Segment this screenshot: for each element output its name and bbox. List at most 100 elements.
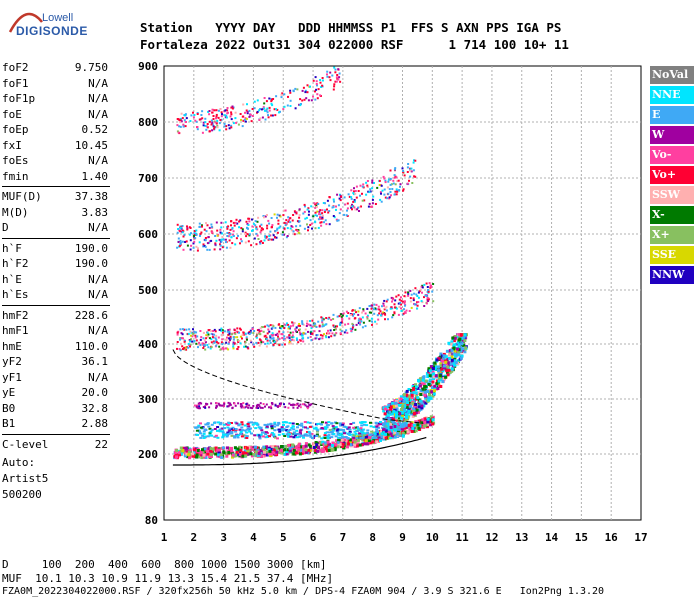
echo-dot	[447, 368, 451, 372]
echo-dot	[273, 425, 277, 428]
echo-dot	[271, 402, 274, 405]
echo-dot	[281, 343, 284, 346]
echo-dot	[343, 331, 346, 334]
echo-dot	[292, 403, 295, 406]
echo-dot	[177, 237, 180, 240]
echo-dot	[245, 403, 248, 406]
echo-dot	[414, 403, 418, 406]
echo-dot	[419, 288, 422, 291]
echo-dot	[266, 214, 268, 216]
echo-dot	[317, 446, 321, 450]
echo-dot	[183, 346, 186, 349]
echo-dot	[361, 185, 364, 188]
echo-dot	[438, 371, 442, 375]
param-label: foEp	[2, 123, 29, 136]
echo-dot	[293, 210, 296, 213]
echo-dot	[412, 423, 416, 427]
echo-dot	[339, 322, 342, 325]
echo-dot	[269, 336, 272, 339]
echo-dot	[370, 307, 373, 310]
echo-dot	[357, 319, 360, 322]
echo-dot	[179, 452, 183, 456]
echo-dot	[238, 339, 241, 342]
echo-dot	[354, 208, 357, 211]
echo-dot	[318, 213, 321, 216]
echo-dot	[259, 406, 262, 409]
echo-dot	[321, 319, 324, 322]
echo-dot	[431, 370, 435, 374]
echo-dot	[184, 125, 187, 128]
echo-dot	[310, 437, 314, 439]
echo-dot	[268, 406, 270, 409]
echo-dot	[387, 180, 390, 183]
echo-dot	[280, 427, 284, 430]
echo-dot	[309, 320, 311, 322]
echo-dot	[271, 226, 273, 229]
echo-dot	[429, 396, 433, 400]
echo-dot	[220, 226, 223, 229]
echo-dot	[343, 438, 347, 442]
echo-dot	[204, 405, 206, 408]
echo-dot	[340, 432, 343, 435]
echo-dot	[431, 367, 435, 370]
echo-dot	[383, 188, 386, 191]
echo-dot	[302, 403, 304, 406]
echo-dot	[189, 248, 192, 251]
echo-dot	[383, 412, 387, 416]
echo-dot	[355, 311, 357, 314]
echo-dot	[176, 223, 179, 226]
echo-dot	[223, 401, 226, 404]
echo-dot	[202, 331, 205, 334]
x-tick-label: 8	[369, 531, 376, 544]
echo-dot	[392, 182, 395, 185]
echo-dot	[328, 428, 332, 431]
echo-dot	[265, 425, 269, 428]
echo-dot	[199, 432, 203, 435]
echo-dot	[281, 325, 284, 328]
echo-dot	[208, 110, 211, 112]
echo-dot	[241, 334, 244, 337]
echo-dot	[219, 422, 222, 425]
echo-dot	[221, 236, 224, 238]
echo-dot	[380, 200, 383, 203]
echo-dot	[299, 104, 302, 107]
echo-dot	[245, 446, 249, 450]
echo-dot	[362, 308, 365, 311]
echo-dot	[181, 117, 184, 120]
echo-dot	[308, 425, 312, 428]
echo-dot	[404, 419, 408, 423]
echo-dot	[352, 325, 355, 328]
echo-dot	[375, 432, 379, 436]
echo-dot	[378, 179, 381, 182]
echo-dot	[306, 405, 309, 408]
echo-dot	[247, 425, 251, 428]
echo-dot	[398, 415, 402, 419]
echo-dot	[232, 336, 235, 339]
echo-dot	[298, 452, 302, 456]
echo-dot	[226, 434, 230, 437]
echo-dot	[325, 223, 328, 226]
echo-dot	[283, 421, 287, 424]
echo-dot	[349, 327, 352, 330]
echo-dot	[288, 402, 291, 405]
echo-dot	[423, 421, 426, 425]
echo-dot	[250, 432, 253, 435]
echo-dot	[417, 408, 421, 412]
echo-dot	[402, 170, 405, 172]
echo-dot	[227, 342, 230, 345]
echo-dot	[258, 344, 261, 347]
echo-dot	[201, 117, 204, 120]
echo-dot	[326, 199, 329, 202]
echo-dot	[459, 349, 463, 353]
echo-dot	[331, 74, 334, 77]
echo-dot	[323, 333, 326, 336]
echo-dot	[300, 422, 304, 425]
echo-dot	[220, 115, 223, 118]
echo-dot	[333, 85, 336, 88]
echo-dot	[287, 435, 291, 438]
echo-dot	[369, 190, 372, 193]
echo-dot	[221, 430, 224, 433]
echo-dot	[305, 216, 308, 219]
echo-dot	[342, 436, 346, 439]
echo-dot	[215, 450, 219, 454]
